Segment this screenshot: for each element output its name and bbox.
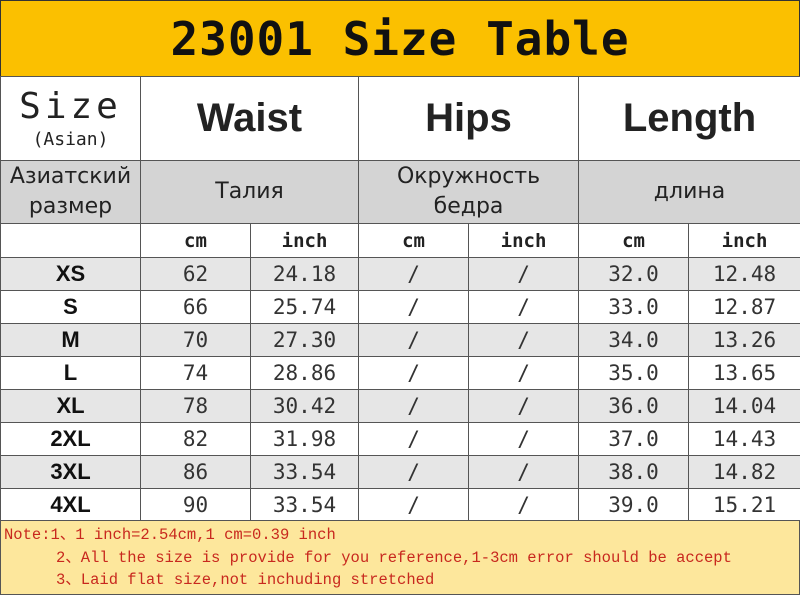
len-cm-cell: 37.0 [578, 422, 690, 456]
len-cm-cell: 33.0 [578, 290, 690, 324]
size-cell: XS [0, 257, 141, 291]
length-header: Length [578, 76, 800, 161]
table-row: XS 62 24.18//32.0 12.48 [0, 257, 800, 291]
table-row: L 74 28.86//35.0 13.65 [0, 356, 800, 390]
note-line: Note:1、1 inch=2.54cm,1 cm=0.39 inch [4, 526, 336, 544]
length-header-ru: длина [578, 160, 800, 224]
hips-ru-line2: бедра [433, 194, 504, 219]
hips-in-cell: / [468, 290, 580, 324]
waist-in-cell: 31.98 [249, 422, 360, 456]
hips-header-ru: Окружность бедра [358, 160, 580, 224]
hips-in-cell: / [468, 323, 580, 357]
russian-header-row: Азиатский размер Талия Окружность бедра дл… [0, 160, 800, 224]
hips-in-cell: / [468, 389, 580, 423]
size-cell: M [0, 323, 141, 357]
size-cell: L [0, 356, 141, 390]
units-blank [0, 223, 141, 258]
waist-in-cell: 24.18 [249, 257, 360, 291]
table-row: 2XL 82 31.98//37.0 14.43 [0, 422, 800, 456]
table-row: S 66 25.74//33.0 12.87 [0, 290, 800, 324]
table-row: XL 78 30.42//36.0 14.04 [0, 389, 800, 423]
len-in-cell: 14.82 [688, 455, 800, 489]
waist-in-cell: 33.54 [249, 455, 360, 489]
hips-cm-cell: / [358, 488, 470, 522]
size-cell: 2XL [0, 422, 141, 456]
len-in-cell: 14.43 [688, 422, 800, 456]
waist-cm-cell: 74 [140, 356, 251, 390]
len-cm-cell: 34.0 [578, 323, 690, 357]
waist-in-cell: 25.74 [249, 290, 360, 324]
table-row: 4XL 90 33.54//39.0 15.21 [0, 488, 800, 522]
hips-in-cell: / [468, 455, 580, 489]
waist-header: Waist [139, 76, 360, 161]
waist-cm-cell: 86 [140, 455, 251, 489]
len-in-cell: 12.87 [688, 290, 800, 324]
waist-in-cell: 27.30 [249, 323, 360, 357]
len-in-cell: 14.04 [688, 389, 800, 423]
unit-cell: cm [140, 223, 251, 258]
table-row: M 70 27.30//34.0 13.26 [0, 323, 800, 357]
waist-cm-cell: 90 [140, 488, 251, 522]
size-table: Size (Asian) Waist Hips Length Азиатский р… [0, 76, 800, 522]
hips-cm-cell: / [358, 356, 470, 390]
waist-cm-cell: 78 [140, 389, 251, 423]
size-header-ru: Азиатский размер [0, 160, 141, 224]
waist-header-ru: Талия [139, 160, 360, 224]
hips-in-cell: / [468, 257, 580, 291]
unit-cell: inch [688, 223, 800, 258]
len-in-cell: 12.48 [688, 257, 800, 291]
hips-cm-cell: / [358, 422, 470, 456]
units-row: cm inch cm inch cm inch [0, 223, 800, 258]
hips-cm-cell: / [358, 257, 470, 291]
unit-cell: inch [249, 223, 360, 258]
waist-cm-cell: 70 [140, 323, 251, 357]
size-cell: 3XL [0, 455, 141, 489]
size-cell: XL [0, 389, 141, 423]
hips-in-cell: / [468, 488, 580, 522]
size-ru-line1: Азиатский [9, 164, 132, 189]
hips-header: Hips [358, 76, 580, 161]
len-cm-cell: 35.0 [578, 356, 690, 390]
waist-in-cell: 28.86 [249, 356, 360, 390]
len-in-cell: 15.21 [688, 488, 800, 522]
waist-cm-cell: 62 [140, 257, 251, 291]
waist-in-cell: 33.54 [249, 488, 360, 522]
len-in-cell: 13.65 [688, 356, 800, 390]
hips-cm-cell: / [358, 290, 470, 324]
len-cm-cell: 39.0 [578, 488, 690, 522]
size-ru-line2: размер [28, 194, 113, 219]
unit-cell: inch [468, 223, 580, 258]
size-cell: 4XL [0, 488, 141, 522]
hips-cm-cell: / [358, 455, 470, 489]
size-cell: S [0, 290, 141, 324]
notes: Note:1、1 inch=2.54cm,1 cm=0.39 inch 2、Al… [0, 520, 800, 595]
unit-cell: cm [578, 223, 690, 258]
table-row: 3XL 86 33.54//38.0 14.82 [0, 455, 800, 489]
note-line: 2、All the size is provide for you refere… [56, 548, 732, 567]
note-line: 3、Laid flat size,not inchuding stretched [56, 571, 435, 589]
len-cm-cell: 38.0 [578, 455, 690, 489]
len-cm-cell: 32.0 [578, 257, 690, 291]
len-in-cell: 13.26 [688, 323, 800, 357]
hips-cm-cell: / [358, 323, 470, 357]
len-cm-cell: 36.0 [578, 389, 690, 423]
waist-cm-cell: 82 [140, 422, 251, 456]
hips-in-cell: / [468, 422, 580, 456]
size-header: Size (Asian) [0, 76, 141, 161]
size-sub-label: (Asian) [32, 128, 109, 150]
waist-cm-cell: 66 [140, 290, 251, 324]
waist-in-cell: 30.42 [249, 389, 360, 423]
hips-in-cell: / [468, 356, 580, 390]
header-row: Size (Asian) Waist Hips Length [0, 76, 800, 161]
unit-cell: cm [358, 223, 470, 258]
hips-cm-cell: / [358, 389, 470, 423]
size-label: Size [19, 85, 122, 127]
hips-ru-line1: Окружность [396, 164, 541, 189]
page-title: 23001 Size Table [0, 0, 800, 77]
